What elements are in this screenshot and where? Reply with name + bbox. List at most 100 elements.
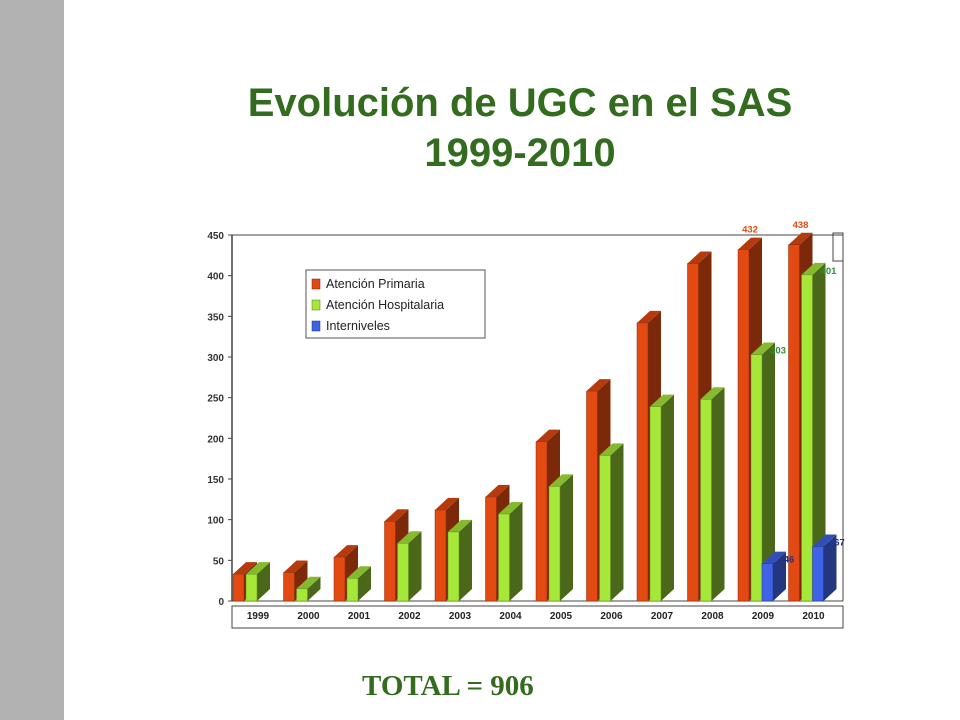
slide-title: Evolución de UGC en el SAS 1999-2010 — [130, 78, 910, 178]
bar-top-1-2003 — [448, 519, 472, 532]
bar-top-1-2005 — [549, 474, 573, 487]
y-tick-label: 450 — [207, 231, 224, 242]
slide-title-line1: Evolución de UGC en el SAS — [247, 81, 793, 125]
plot-frame-right — [832, 232, 844, 262]
bar-top-2-2010 — [812, 534, 837, 547]
x-axis-band — [231, 605, 844, 629]
bar-1-1999 — [245, 573, 258, 602]
bar-top-0-1999 — [233, 562, 257, 575]
x-tick-label-2000: 2000 — [297, 611, 320, 622]
y-tick-label: 50 — [213, 556, 225, 567]
bar-2-2010 — [812, 546, 824, 602]
bar-1-2009 — [750, 354, 763, 602]
bar-top-1-2004 — [498, 501, 523, 514]
bar-1-2005 — [548, 486, 561, 602]
x-tick-label-2007: 2007 — [651, 611, 674, 622]
bar-top-1-2001 — [347, 566, 371, 579]
bar-0-2003 — [434, 509, 447, 602]
y-tick-label: 400 — [207, 272, 224, 283]
y-tick-label: 300 — [207, 353, 224, 364]
data-label-0-2010: 438 — [793, 220, 809, 231]
x-tick-label-2006: 2006 — [600, 611, 623, 622]
bar-side-1-2005 — [560, 474, 573, 601]
bar-side-1-2002 — [408, 531, 422, 601]
bar-top-0-2005 — [536, 429, 560, 442]
bar-side-1-2000 — [307, 576, 321, 601]
bar-top-1-2000 — [296, 576, 321, 589]
legend-label-2: Interniveles — [326, 319, 390, 333]
bar-1-2008 — [700, 399, 712, 602]
left-sidebar-band — [0, 0, 64, 720]
bar-side-2-2010 — [823, 534, 837, 601]
bar-0-2004 — [485, 496, 497, 602]
bar-top-0-2003 — [435, 497, 459, 510]
x-tick-label-2002: 2002 — [398, 611, 421, 622]
bar-1-2002 — [397, 543, 409, 602]
bar-top-1-1999 — [246, 562, 270, 575]
y-tick-label: 100 — [207, 516, 224, 527]
slide-title-line2: 1999-2010 — [424, 131, 616, 175]
bar-1-2007 — [649, 406, 662, 602]
bar-side-1-1999 — [257, 562, 270, 601]
legend-box — [305, 269, 486, 339]
bar-1-2003 — [447, 531, 460, 602]
bar-side-1-2004 — [509, 501, 523, 601]
bar-top-2-2009 — [762, 551, 786, 564]
bar-top-1-2007 — [650, 394, 674, 407]
bar-0-1999 — [232, 573, 245, 602]
legend-swatch-2 — [311, 320, 321, 332]
bar-0-2006 — [586, 390, 598, 602]
y-tick-label: 150 — [207, 475, 224, 486]
bar-top-0-2002 — [384, 509, 409, 522]
legend-label-0: Atención Primaria — [326, 277, 425, 291]
y-tick-label: 250 — [207, 394, 224, 405]
bar-2-2009 — [761, 563, 774, 602]
bar-0-2008 — [687, 263, 699, 602]
bar-side-1-2010 — [812, 262, 826, 601]
bar-top-0-2004 — [485, 484, 510, 497]
bar-top-1-2002 — [397, 531, 422, 544]
x-tick-label-2005: 2005 — [550, 611, 573, 622]
y-tick-label: 0 — [218, 597, 224, 608]
bar-0-2005 — [535, 441, 548, 602]
legend-swatch-1 — [311, 299, 321, 311]
bar-1-2004 — [498, 513, 510, 602]
bar-top-0-2008 — [687, 251, 712, 264]
bar-top-1-2010 — [801, 262, 826, 275]
bar-0-2002 — [384, 521, 396, 602]
bar-1-2001 — [346, 577, 359, 602]
bar-side-1-2006 — [610, 443, 624, 601]
bar-top-0-2001 — [334, 545, 358, 558]
bar-top-0-2006 — [586, 379, 611, 392]
data-label-0-2009: 432 — [742, 225, 758, 236]
x-tick-label-2009: 2009 — [752, 611, 775, 622]
bar-side-1-2003 — [459, 519, 472, 601]
bar-top-1-2006 — [599, 443, 624, 456]
data-label-1-2010: 401 — [821, 266, 838, 277]
bar-side-1-2001 — [358, 566, 371, 601]
bar-top-1-2008 — [700, 387, 725, 400]
bar-top-0-2009 — [738, 237, 762, 250]
y-tick-label: 350 — [207, 312, 224, 323]
x-tick-label-1999: 1999 — [247, 611, 270, 622]
y-tick-label: 200 — [207, 434, 224, 445]
x-tick-label-2003: 2003 — [449, 611, 472, 622]
bar-1-2000 — [296, 588, 308, 602]
bar-1-2010 — [801, 274, 813, 602]
bar-top-0-2007 — [637, 310, 661, 323]
bar-side-1-2008 — [711, 387, 725, 601]
total-label: TOTAL = 906 — [362, 670, 534, 702]
bar-1-2006 — [599, 455, 611, 602]
bar-0-2007 — [636, 322, 649, 602]
bar-side-1-2009 — [762, 342, 775, 601]
x-tick-label-2010: 2010 — [802, 611, 825, 622]
x-tick-label-2008: 2008 — [701, 611, 724, 622]
data-label-1-2009: 303 — [770, 346, 786, 357]
bar-side-1-2007 — [661, 394, 674, 601]
x-tick-label-2004: 2004 — [499, 611, 522, 622]
bar-0-2009 — [737, 249, 750, 602]
legend-swatch-0 — [311, 278, 321, 290]
bar-0-2000 — [283, 572, 295, 602]
legend-label-1: Atención Hospitalaria — [326, 298, 444, 312]
